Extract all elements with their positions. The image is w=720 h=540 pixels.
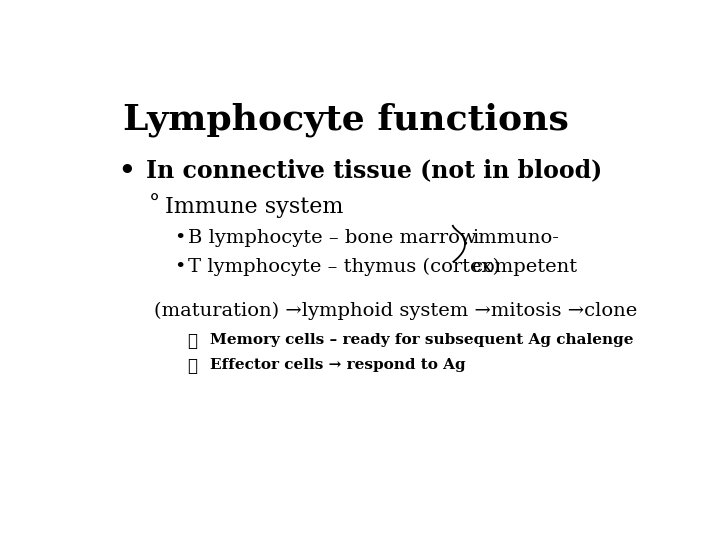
Text: Memory cells – ready for subsequent Ag chalenge: Memory cells – ready for subsequent Ag c… — [210, 333, 634, 347]
Text: •: • — [174, 229, 185, 247]
Text: competent: competent — [472, 258, 577, 276]
Text: ➢: ➢ — [188, 333, 198, 350]
Text: ➢: ➢ — [188, 358, 198, 375]
Text: In connective tissue (not in blood): In connective tissue (not in blood) — [145, 158, 602, 183]
Text: Lymphocyte functions: Lymphocyte functions — [124, 102, 570, 137]
Text: •: • — [118, 158, 135, 184]
Text: °: ° — [148, 194, 160, 215]
Text: (maturation) →lymphoid system →mitosis →clone: (maturation) →lymphoid system →mitosis →… — [154, 302, 637, 320]
Text: immuno-: immuno- — [472, 229, 559, 247]
Text: Effector cells → respond to Ag: Effector cells → respond to Ag — [210, 358, 466, 372]
Text: B lymphocyte – bone marrow: B lymphocyte – bone marrow — [188, 229, 476, 247]
Text: •: • — [174, 258, 185, 276]
Text: T lymphocyte – thymus (cortex): T lymphocyte – thymus (cortex) — [188, 258, 500, 276]
Text: Immune system: Immune system — [166, 196, 343, 218]
